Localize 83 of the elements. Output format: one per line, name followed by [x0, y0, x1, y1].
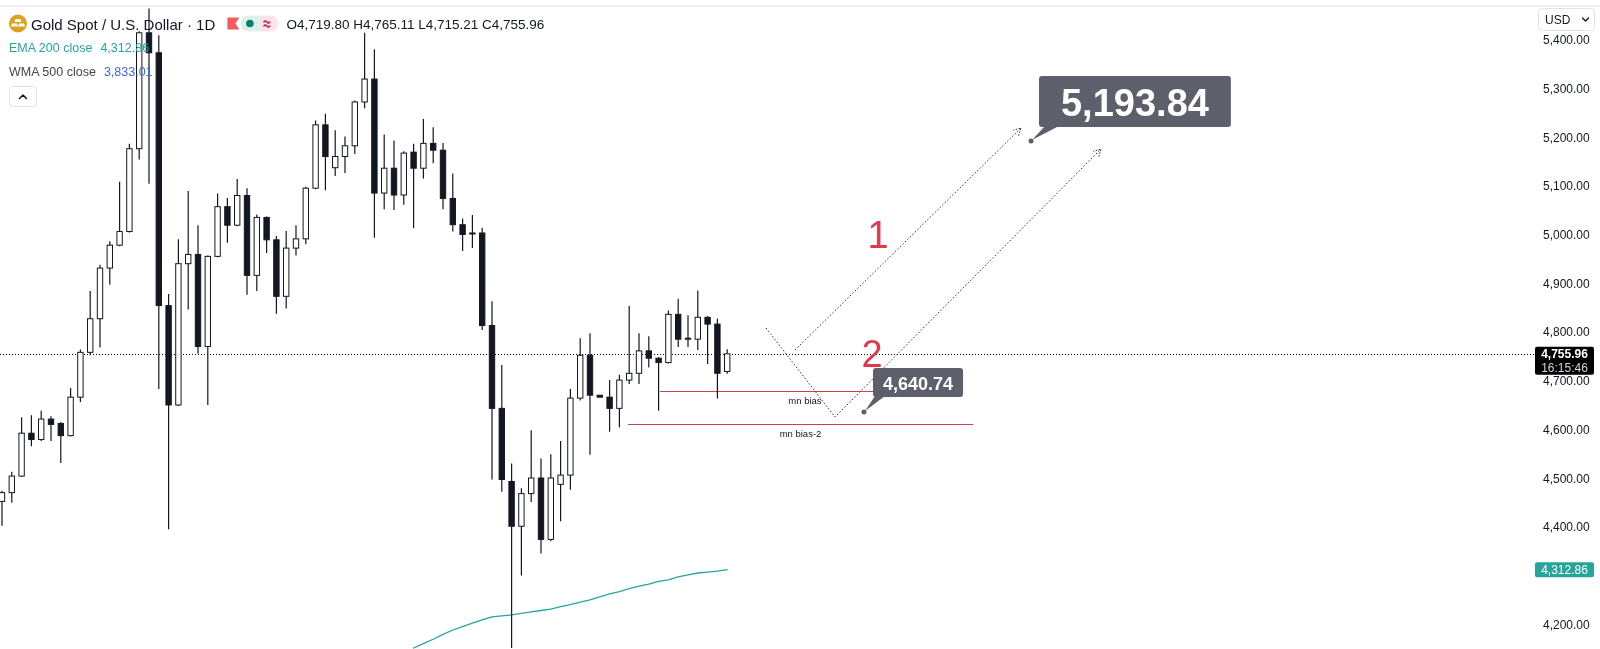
candlestick: [694, 289, 701, 351]
y-tick-label: 5,400.00: [1543, 33, 1591, 48]
candlestick: [381, 134, 388, 210]
candlestick: [616, 374, 623, 428]
y-tick-label: 4,900.00: [1543, 276, 1591, 291]
annotation: 1: [867, 214, 889, 256]
candlestick: [165, 293, 172, 530]
candlestick: [449, 172, 456, 233]
candlestick: [204, 255, 211, 406]
candlestick: [606, 379, 613, 433]
text: EMA 200 close: [9, 41, 93, 55]
candlestick: [175, 238, 182, 406]
y-tick-label: 5,200.00: [1543, 130, 1591, 145]
annotation: 5,193.84: [1060, 81, 1209, 124]
candlestick: [469, 214, 476, 249]
candlestick: [116, 181, 123, 246]
candlestick: [410, 143, 417, 229]
candlestick: [459, 217, 466, 252]
candlestick: [714, 318, 721, 400]
candlestick: [253, 213, 260, 292]
candlestick: [57, 422, 64, 464]
y-tick-label: 4,700.00: [1543, 374, 1591, 389]
candlestick: [28, 414, 35, 447]
candlestick: [586, 332, 594, 456]
ref-line-label: mn bias: [788, 394, 822, 406]
candlestick: [488, 300, 496, 481]
ref-line-label: 4,755.96: [1541, 346, 1589, 361]
candlestick: [243, 187, 251, 296]
candlestick: [528, 429, 535, 503]
candlestick: [292, 224, 300, 257]
y-tick-label: 4,500.00: [1543, 471, 1591, 486]
candlestick: [557, 440, 564, 522]
candlestick: [185, 190, 192, 311]
candlestick: [420, 118, 427, 180]
candlestick: [332, 129, 339, 177]
candlestick: [626, 305, 633, 385]
candlestick: [96, 264, 104, 349]
candlestick: [322, 113, 329, 191]
line-series: [412, 569, 728, 649]
candlestick: [283, 230, 290, 310]
candlestick: [655, 357, 662, 412]
currency-dropdown: USD: [1538, 8, 1595, 31]
candlestick: [567, 388, 574, 491]
candlestick: [518, 487, 525, 577]
candlestick: [361, 32, 368, 109]
candlestick: [439, 142, 447, 210]
text: 4,312.86: [1541, 562, 1589, 577]
candlestick: [341, 135, 349, 174]
annotation: WMA 500 close: [9, 64, 96, 79]
candlestick: [390, 139, 398, 211]
candlestick: [47, 415, 55, 442]
y-tick-label: 5,300.00: [1543, 81, 1591, 96]
annotation: 2: [861, 333, 883, 375]
candlestick: [645, 335, 652, 369]
candlestick: [577, 337, 584, 402]
y-tick-label: 5,000.00: [1543, 227, 1591, 242]
candlestick: [508, 462, 515, 649]
ref-line-label: mn bias-2: [779, 427, 822, 439]
candlestick: [724, 348, 731, 375]
candlestick: [194, 224, 202, 355]
candlestick: [498, 364, 505, 493]
candlestick: [371, 48, 378, 239]
candlestick: [635, 332, 643, 385]
text: 16:15:46: [1541, 360, 1589, 375]
y-tick-label: 4,400.00: [1543, 520, 1591, 535]
y-tick-label: 4,600.00: [1543, 422, 1591, 437]
candlestick: [273, 235, 280, 315]
y-tick-label: 4,200.00: [1543, 617, 1591, 632]
y-tick-label: 4,800.00: [1543, 325, 1591, 340]
candlestick: [0, 490, 6, 527]
y-tick-label: 5,100.00: [1543, 179, 1591, 194]
candlestick: [155, 34, 162, 390]
candlestick: [704, 316, 711, 365]
annotation: O4,719.80 H4,765.11 L4,715.21 C4,755.96: [286, 16, 545, 31]
candlestick: [537, 457, 545, 555]
annotation: 4,640.74: [882, 373, 954, 394]
candlestick: [224, 197, 231, 244]
candlestick: [430, 126, 437, 164]
candlestick: [312, 119, 319, 189]
candlestick: [547, 453, 554, 542]
candlestick: [675, 298, 682, 348]
candlestick: [106, 240, 113, 286]
candlestick: [87, 290, 94, 356]
